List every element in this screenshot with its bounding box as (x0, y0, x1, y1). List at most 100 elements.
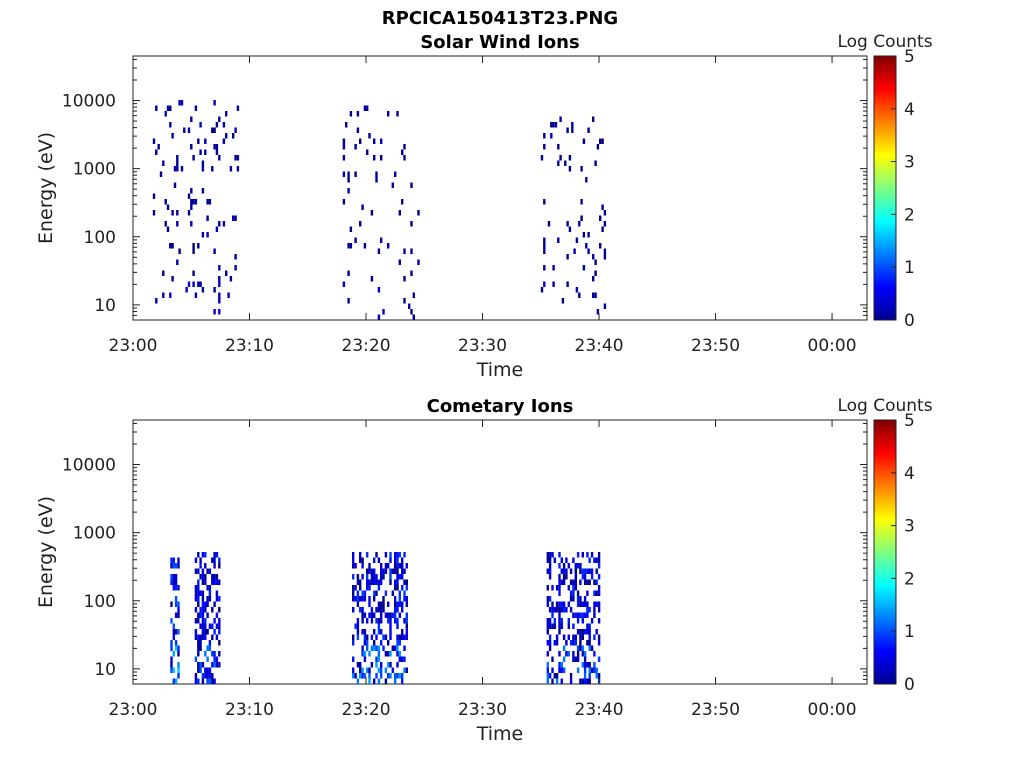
spectrogram-cell (581, 651, 584, 657)
x-tick-label: 23:00 (109, 700, 158, 720)
spectrogram-cell (234, 215, 237, 221)
spectrogram-cell (197, 596, 200, 602)
spectrogram-cell (603, 221, 607, 227)
spectrogram-cell (354, 623, 357, 629)
spectrogram-cell (546, 667, 549, 673)
spectrogram-cell (587, 232, 590, 238)
spectrogram-cell (366, 105, 369, 111)
spectrogram-cell (234, 155, 237, 161)
spectrogram-cell (199, 563, 202, 569)
spectrogram-cell (586, 590, 589, 596)
spectrogram-cell (553, 618, 556, 624)
x-axis-label: Time (476, 723, 524, 745)
spectrogram-cell (222, 221, 226, 227)
spectrogram-cell (215, 122, 219, 128)
spectrogram-cell (387, 601, 390, 607)
spectrogram-cell (387, 563, 390, 569)
spectrogram-cell (398, 612, 401, 618)
spectrogram-cell (588, 568, 591, 574)
spectrogram-cell (555, 607, 559, 613)
spectrogram-cell (375, 656, 378, 662)
spectrogram-cell (588, 640, 591, 646)
spectrogram-cell (569, 673, 573, 679)
spectrogram-cell (213, 574, 216, 580)
spectrogram-cell (177, 607, 180, 613)
spectrogram-cell (215, 634, 219, 640)
spectrogram-cell (234, 265, 237, 271)
spectrogram-cell (398, 634, 401, 640)
spectrogram-cell (352, 673, 355, 679)
spectrogram-cell (558, 601, 561, 607)
spectrogram-cell (552, 281, 555, 287)
colorbar-tick-label: 3 (904, 153, 915, 173)
spectrogram-cell (356, 579, 360, 585)
spectrogram-cell (377, 248, 381, 254)
spectrogram-cell (389, 651, 392, 657)
spectrogram-cell (403, 590, 406, 596)
spectrogram-cell (569, 596, 573, 602)
spectrogram-cell (204, 601, 207, 607)
spectrogram-cell (361, 667, 364, 673)
spectrogram-cell (187, 193, 191, 199)
spectrogram-cell (568, 155, 572, 161)
spectrogram-cell (569, 678, 573, 684)
spectrogram-cell (199, 607, 202, 613)
spectrogram-cell (401, 673, 404, 679)
spectrogram-cell (366, 618, 369, 624)
spectrogram-cell (384, 568, 388, 574)
spectrogram-cell (174, 640, 178, 646)
spectrogram-cell (370, 634, 374, 640)
spectrogram-cell (366, 585, 369, 591)
spectrogram-cell (345, 122, 348, 128)
spectrogram-cell (597, 590, 601, 596)
spectrogram-cell (211, 623, 214, 629)
spectrogram-cell (368, 678, 371, 684)
spectrogram-cell (560, 662, 563, 668)
spectrogram-cell (363, 596, 367, 602)
spectrogram-cell (403, 144, 406, 150)
spectrogram-cell (197, 612, 200, 618)
spectrogram-cell (234, 127, 237, 133)
spectrogram-cell (363, 105, 367, 111)
spectrogram-cell (180, 166, 184, 172)
spectrogram-cell (170, 601, 173, 607)
spectrogram-cell (190, 116, 193, 122)
spectrogram-cell (173, 182, 177, 188)
spectrogram-cell (218, 281, 221, 287)
spectrogram-cell (403, 552, 406, 558)
spectrogram-cell (380, 574, 383, 580)
spectrogram-cell (170, 563, 173, 569)
spectrogram-cell (177, 601, 180, 607)
spectrogram-cell (201, 590, 205, 596)
spectrogram-cell (593, 557, 596, 563)
spectrogram-cell (574, 574, 577, 580)
spectrogram-cell (593, 579, 596, 585)
spectrogram-cell (373, 138, 376, 144)
spectrogram-cell (574, 585, 577, 591)
spectrogram-cell (215, 596, 219, 602)
spectrogram-cell (361, 618, 364, 624)
spectrogram-cell (201, 673, 205, 679)
spectrogram-cell (172, 651, 175, 657)
spectrogram-cell (548, 634, 552, 640)
spectrogram-cell (170, 640, 173, 646)
spectrogram-cell (208, 199, 212, 205)
spectrogram-cell (593, 651, 596, 657)
spectrogram-cell (543, 243, 546, 249)
spectrogram-cell (218, 557, 221, 563)
spectrogram-cell (375, 662, 378, 668)
spectrogram-cell (394, 585, 397, 591)
spectrogram-cell (201, 634, 205, 640)
spectrogram-cell (201, 579, 205, 585)
spectrogram-cell (194, 199, 198, 205)
spectrogram-cell (194, 557, 198, 563)
spectrogram-cell (396, 645, 399, 651)
spectrogram-cell (375, 673, 378, 679)
y-tick-label: 10000 (62, 92, 116, 112)
spectrogram-cell (218, 116, 221, 122)
spectrogram-cell (558, 667, 561, 673)
spectrogram-cell (559, 155, 562, 161)
spectrogram-cell (396, 568, 399, 574)
spectrogram-cell (389, 579, 392, 585)
